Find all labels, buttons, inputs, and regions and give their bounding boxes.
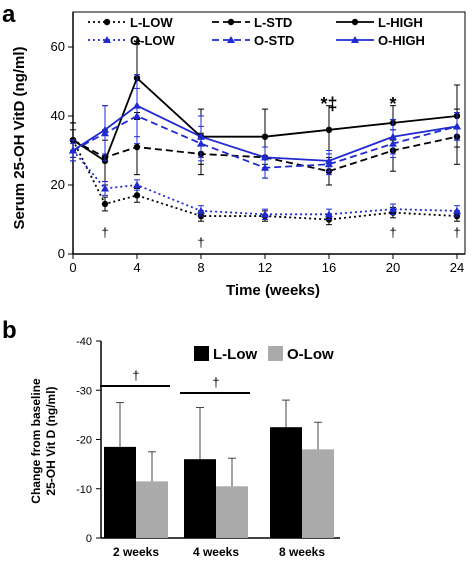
- x-axis-label-a: Time (weeks): [226, 282, 320, 299]
- legend-marker-l-high: [351, 18, 359, 26]
- x-tick-label-a: 12: [258, 260, 272, 275]
- point-o-low: [389, 205, 397, 213]
- y-tick-label-b: -10: [76, 484, 92, 496]
- point-o-high: [453, 122, 461, 130]
- bar-o-low: [216, 486, 248, 538]
- panel-label-a: a: [2, 1, 16, 28]
- point-o-high: [389, 132, 397, 140]
- legend-marker-o-low: [103, 36, 111, 43]
- annotation-b: †: [212, 375, 219, 390]
- point-o-low: [261, 210, 269, 218]
- bar-l-low: [184, 459, 216, 538]
- point-l-low: [133, 192, 141, 199]
- x-category-label-b: 2 weeks: [113, 545, 159, 559]
- legend-label-l-std: L-STD: [254, 15, 292, 30]
- y-tick-label-b: -30: [76, 385, 92, 397]
- annotation-a: *: [133, 36, 140, 56]
- point-o-high: [69, 146, 77, 154]
- y-tick-label-a: 40: [51, 108, 65, 123]
- legend-marker-o-high: [351, 36, 359, 43]
- point-o-low: [101, 184, 109, 192]
- chart-a: Time (weeks) Serum 25-OH VitD (ng/ml) L-…: [11, 11, 466, 299]
- y-axis-label-b-line2: 25-OH Vit D (ng/ml): [44, 386, 58, 495]
- legend-swatch-l-low: [194, 346, 209, 361]
- legend-swatch-o-low: [268, 346, 283, 361]
- legend-label-o-std: O-STD: [254, 33, 294, 48]
- series-line-o-low: [72, 149, 458, 216]
- legend-b: L-Low O-Low: [194, 346, 334, 363]
- annotation-a: †: [389, 225, 396, 240]
- bar-l-low: [270, 427, 302, 538]
- point-l-high: [325, 126, 333, 133]
- series-line-o-std: [72, 115, 458, 169]
- y-axis-label-b-line1: Change from baseline: [29, 378, 43, 504]
- x-tick-label-a: 4: [133, 260, 140, 275]
- series-line-o-high: [72, 104, 458, 162]
- legend-label-l-low: L-LOW: [130, 15, 173, 30]
- legend-label-o-low: O-Low: [287, 346, 334, 363]
- point-o-high: [197, 132, 205, 140]
- y-tick-label-a: 60: [51, 39, 65, 54]
- y-tick-label-b: -40: [76, 336, 92, 348]
- legend-marker-l-low: [103, 18, 111, 26]
- point-o-low: [197, 206, 205, 214]
- x-tick-label-a: 8: [197, 260, 204, 275]
- legend-marker-l-std: [227, 18, 235, 26]
- x-tick-label-a: 16: [322, 260, 336, 275]
- point-o-high: [261, 153, 269, 161]
- y-axis-label-a: Serum 25-OH VitD (ng/ml): [11, 46, 28, 229]
- y-tick-label-b: -20: [76, 435, 92, 447]
- legend-a: L-LOW L-STD L-HIGH O-LOW O-STD O-HIGH: [88, 15, 425, 48]
- point-l-std: [133, 143, 141, 151]
- annotation-b: †: [132, 368, 139, 383]
- legend-label-l-high: L-HIGH: [378, 15, 423, 30]
- plot-frame-a: [72, 11, 466, 255]
- annotation-a: †: [101, 225, 108, 240]
- y-tick-label-a: 0: [58, 246, 65, 261]
- point-o-low: [453, 206, 461, 214]
- chart-b: Change from baseline 25-OH Vit D (ng/ml)…: [29, 336, 340, 559]
- point-o-high: [133, 101, 141, 109]
- legend-label-o-low: O-LOW: [130, 33, 175, 48]
- x-tick-label-a: 0: [69, 260, 76, 275]
- bar-l-low: [104, 446, 136, 538]
- bar-o-low: [302, 449, 334, 538]
- x-tick-label-a: 24: [450, 260, 464, 275]
- point-l-high: [261, 133, 269, 140]
- x-category-label-b: 4 weeks: [193, 545, 239, 559]
- y-tick-label-a: 20: [51, 177, 65, 192]
- legend-label-o-high: O-HIGH: [378, 33, 425, 48]
- annotation-a: *‡: [320, 94, 337, 114]
- legend-marker-o-std: [227, 36, 235, 43]
- legend-label-l-low: L-Low: [213, 346, 257, 363]
- point-o-low: [325, 210, 333, 218]
- bar-o-low: [136, 481, 168, 538]
- point-l-low: [101, 200, 109, 208]
- x-category-label-b: 8 weeks: [279, 545, 325, 559]
- annotation-a: †: [453, 225, 460, 240]
- point-o-high: [325, 156, 333, 164]
- annotation-a: *: [389, 94, 396, 114]
- y-tick-label-b: 0: [86, 533, 92, 545]
- series-line-l-high: [72, 76, 458, 163]
- point-o-high: [101, 125, 109, 133]
- point-o-low: [133, 181, 141, 188]
- series-line-l-low: [72, 139, 458, 221]
- panel-label-b: b: [2, 317, 17, 344]
- x-tick-label-a: 20: [386, 260, 400, 275]
- annotation-a: †: [197, 235, 204, 250]
